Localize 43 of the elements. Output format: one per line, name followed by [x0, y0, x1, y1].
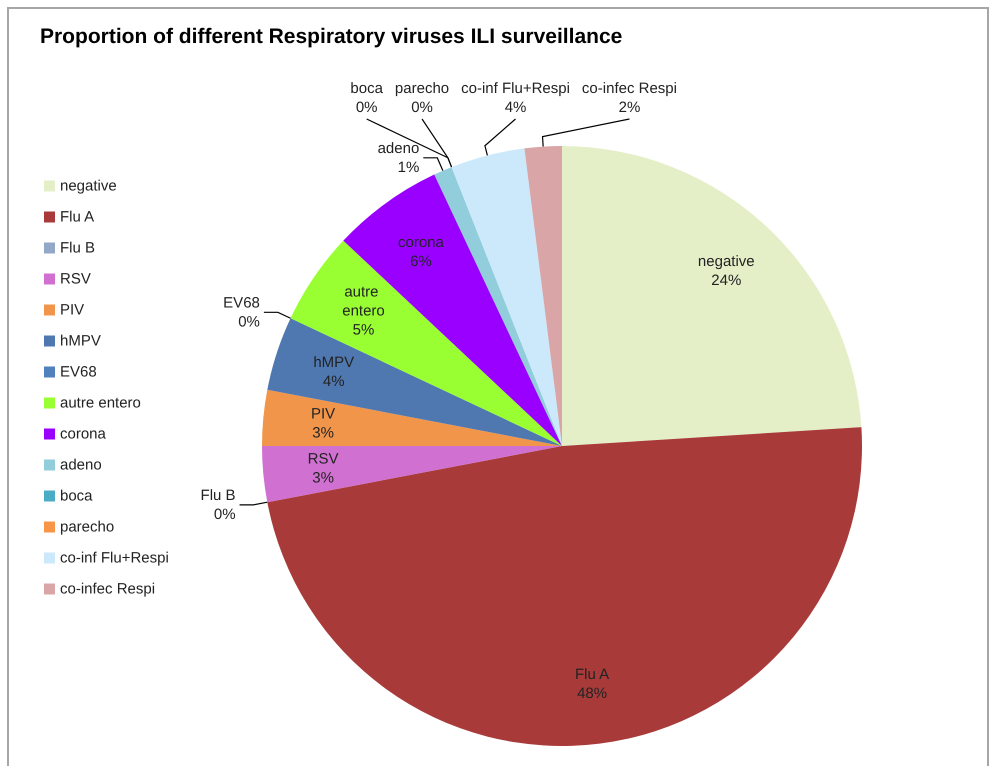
category-label: Flu B	[200, 486, 236, 504]
slice-label: adeno	[378, 140, 420, 157]
data-label: 4%	[322, 372, 345, 390]
legend-label: EV68	[60, 364, 97, 380]
category-label: boca	[350, 80, 383, 97]
legend-label: parecho	[60, 518, 114, 536]
slice-label: RSV	[308, 450, 338, 468]
data-label: 2%	[618, 99, 640, 116]
slice-label: negative	[698, 253, 755, 270]
legend-label: adeno	[60, 456, 102, 474]
legend-label: negative	[60, 178, 117, 194]
data-label: 3%	[312, 424, 334, 442]
text: 0%	[238, 313, 260, 330]
legend-label: co-infec Respi	[60, 580, 156, 598]
chart-title: Proportion of different Respiratory viruses ILI surveillance	[40, 25, 622, 48]
text: 0%	[214, 506, 236, 523]
data-label: 24%	[711, 272, 742, 290]
data-label: 6%	[410, 252, 432, 270]
category-label: EV68	[223, 294, 260, 312]
data-label: 5%	[352, 322, 374, 339]
legend-label: hMPV	[60, 332, 101, 350]
legend-label: Flu A	[60, 208, 94, 226]
legend-label: co-inf Flu+Respi	[60, 550, 169, 566]
data-label: 1%	[398, 158, 420, 176]
slice-label: co-infec Respi	[582, 80, 677, 97]
data-label: 3%	[312, 470, 334, 487]
slice-label: hMPV	[313, 354, 354, 371]
data-label: 4%	[504, 99, 526, 116]
slice-label: Flu A	[574, 666, 610, 684]
legend-label: autre entero	[60, 394, 141, 412]
legend-label: Flu B	[60, 240, 96, 256]
slice-label: autre entero	[342, 284, 385, 320]
slice-label: corona	[398, 234, 445, 251]
legend-label: corona	[60, 426, 107, 442]
legend-label: boca	[60, 488, 94, 504]
legend-label: RSV	[60, 270, 91, 288]
slice-label: PIV	[310, 405, 336, 422]
text: 0%	[356, 99, 378, 116]
data-label: 48%	[577, 685, 608, 702]
text: 0%	[411, 99, 433, 116]
slice-label: co-inf Flu+Respi	[461, 80, 570, 97]
legend-label: PIV	[60, 302, 84, 318]
category-label: parecho	[394, 80, 450, 97]
